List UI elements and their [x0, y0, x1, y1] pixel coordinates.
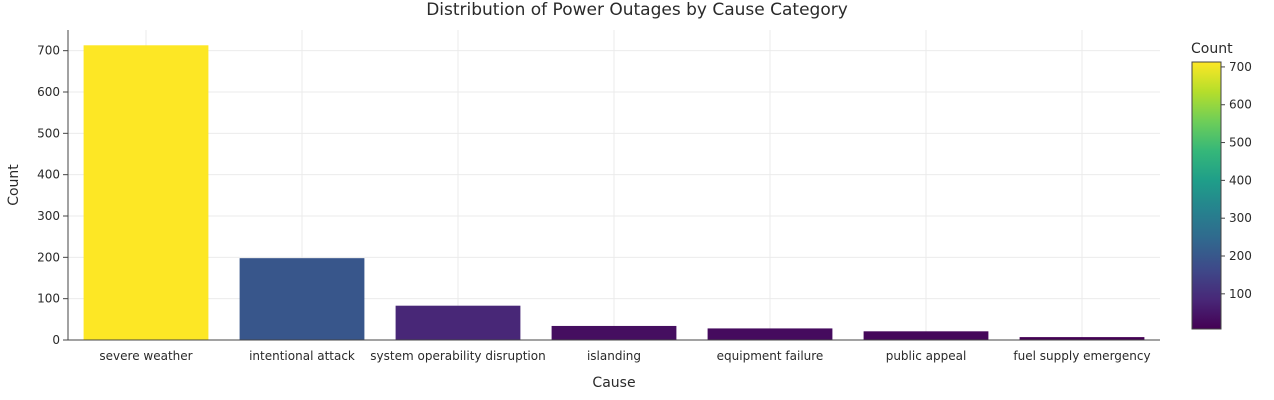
bar: [863, 331, 989, 340]
bar: [707, 328, 833, 340]
axes: 0 100 200 300 400 500 600 700 severe weather inte…: [37, 30, 1160, 363]
y-tick-label: 600: [37, 85, 60, 99]
bar: [1019, 337, 1145, 340]
colorbar-tick-label: 600: [1229, 98, 1252, 112]
y-tick-label: 0: [52, 333, 60, 347]
colorbar-gradient: [1191, 61, 1222, 330]
y-tick-label: 700: [37, 44, 60, 58]
bar: [395, 305, 521, 340]
bar: [239, 258, 365, 340]
chart-title: Distribution of Power Outages by Cause C…: [426, 0, 848, 20]
bars: [83, 45, 1145, 340]
y-axis-title: Count: [6, 164, 22, 206]
colorbar-tick-label: 300: [1229, 211, 1252, 225]
grid-lines: [68, 30, 1160, 340]
colorbar-title: Count: [1191, 41, 1233, 57]
y-tick-label: 500: [37, 126, 60, 140]
bar: [551, 325, 677, 340]
x-tick-label: fuel supply emergency: [1013, 349, 1150, 363]
y-tick-label: 300: [37, 209, 60, 223]
colorbar-tick-label: 400: [1229, 173, 1252, 187]
y-tick-label: 200: [37, 250, 60, 264]
x-axis-title: Cause: [592, 375, 635, 391]
y-tick-label: 100: [37, 292, 60, 306]
x-tick-label: severe weather: [99, 349, 192, 363]
x-tick-label: islanding: [587, 349, 641, 363]
bar: [83, 45, 209, 340]
colorbar-tick-label: 100: [1229, 287, 1252, 301]
x-tick-label: equipment failure: [717, 349, 824, 363]
y-tick-label: 400: [37, 168, 60, 182]
x-tick-label: system operability disruption: [370, 349, 545, 363]
colorbar-tick-label: 500: [1229, 136, 1252, 150]
colorbar-tick-label: 200: [1229, 249, 1252, 263]
colorbar: Count 100 200 300 400 500 600 700: [1191, 41, 1252, 330]
x-tick-label: public appeal: [886, 349, 967, 363]
x-tick-label: intentional attack: [249, 349, 355, 363]
colorbar-tick-label: 700: [1229, 60, 1252, 74]
